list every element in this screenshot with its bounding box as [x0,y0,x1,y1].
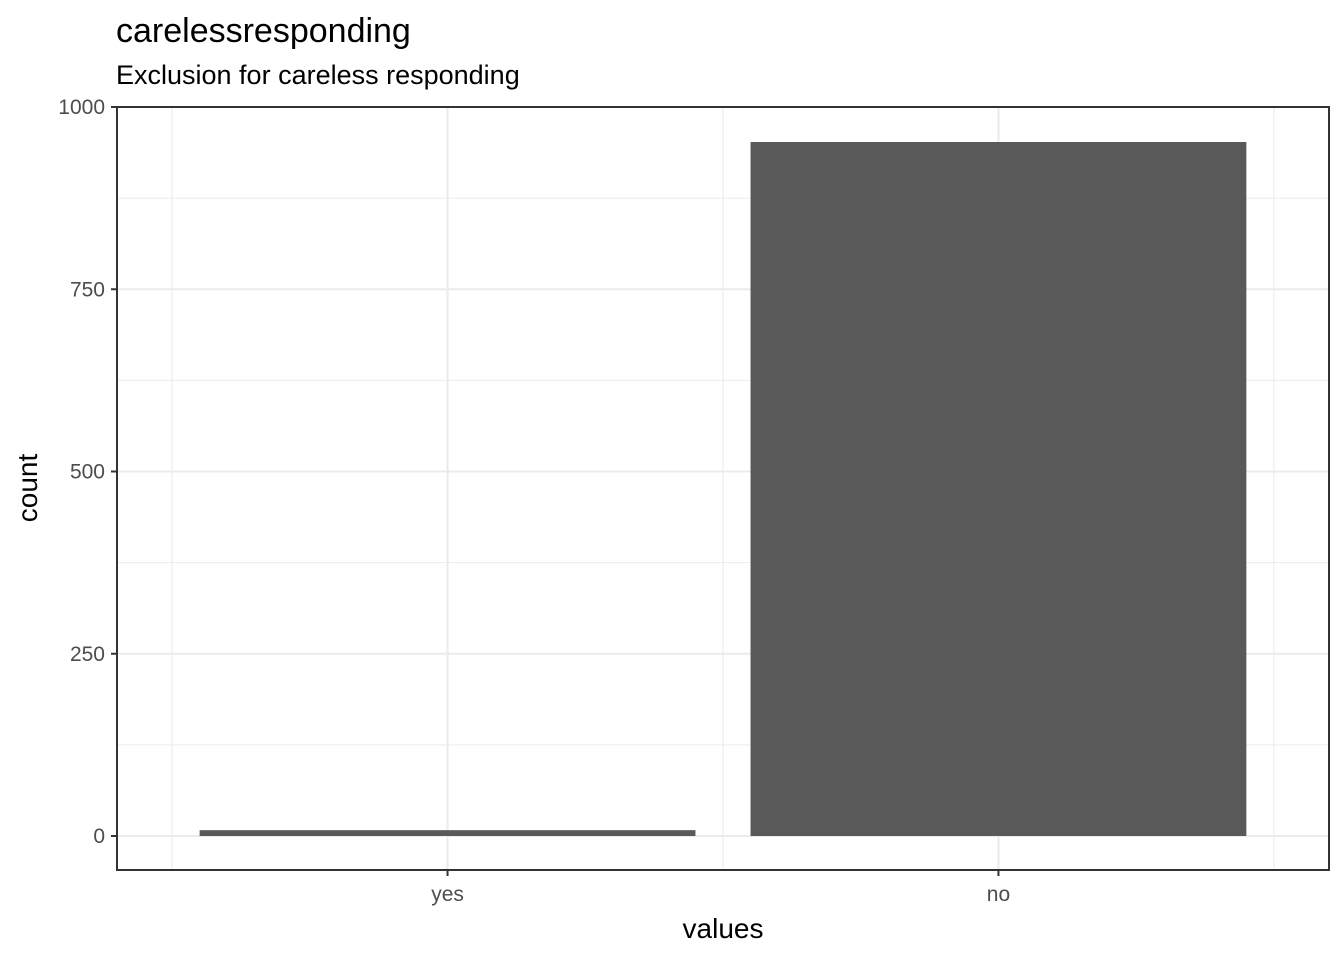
y-tick-label: 0 [93,825,105,848]
bar-no [750,141,1247,836]
bars [199,141,1247,836]
chart-subtitle: Exclusion for careless responding [116,60,520,90]
x-axis-title: values [683,913,764,944]
y-tick-label: 750 [70,278,105,301]
y-tick-label: 1000 [58,96,105,119]
x-axis: yes no [431,870,1010,906]
y-axis-title: count [12,454,43,523]
bar-yes [199,830,696,836]
chart-title: carelessresponding [116,12,411,50]
y-tick-label: 500 [70,461,105,484]
y-axis: 0 250 500 750 1000 [58,96,117,848]
y-tick-label: 250 [70,643,105,666]
panel-border [116,106,1330,871]
x-tick-label: yes [431,883,464,906]
x-tick-label: no [987,883,1010,906]
